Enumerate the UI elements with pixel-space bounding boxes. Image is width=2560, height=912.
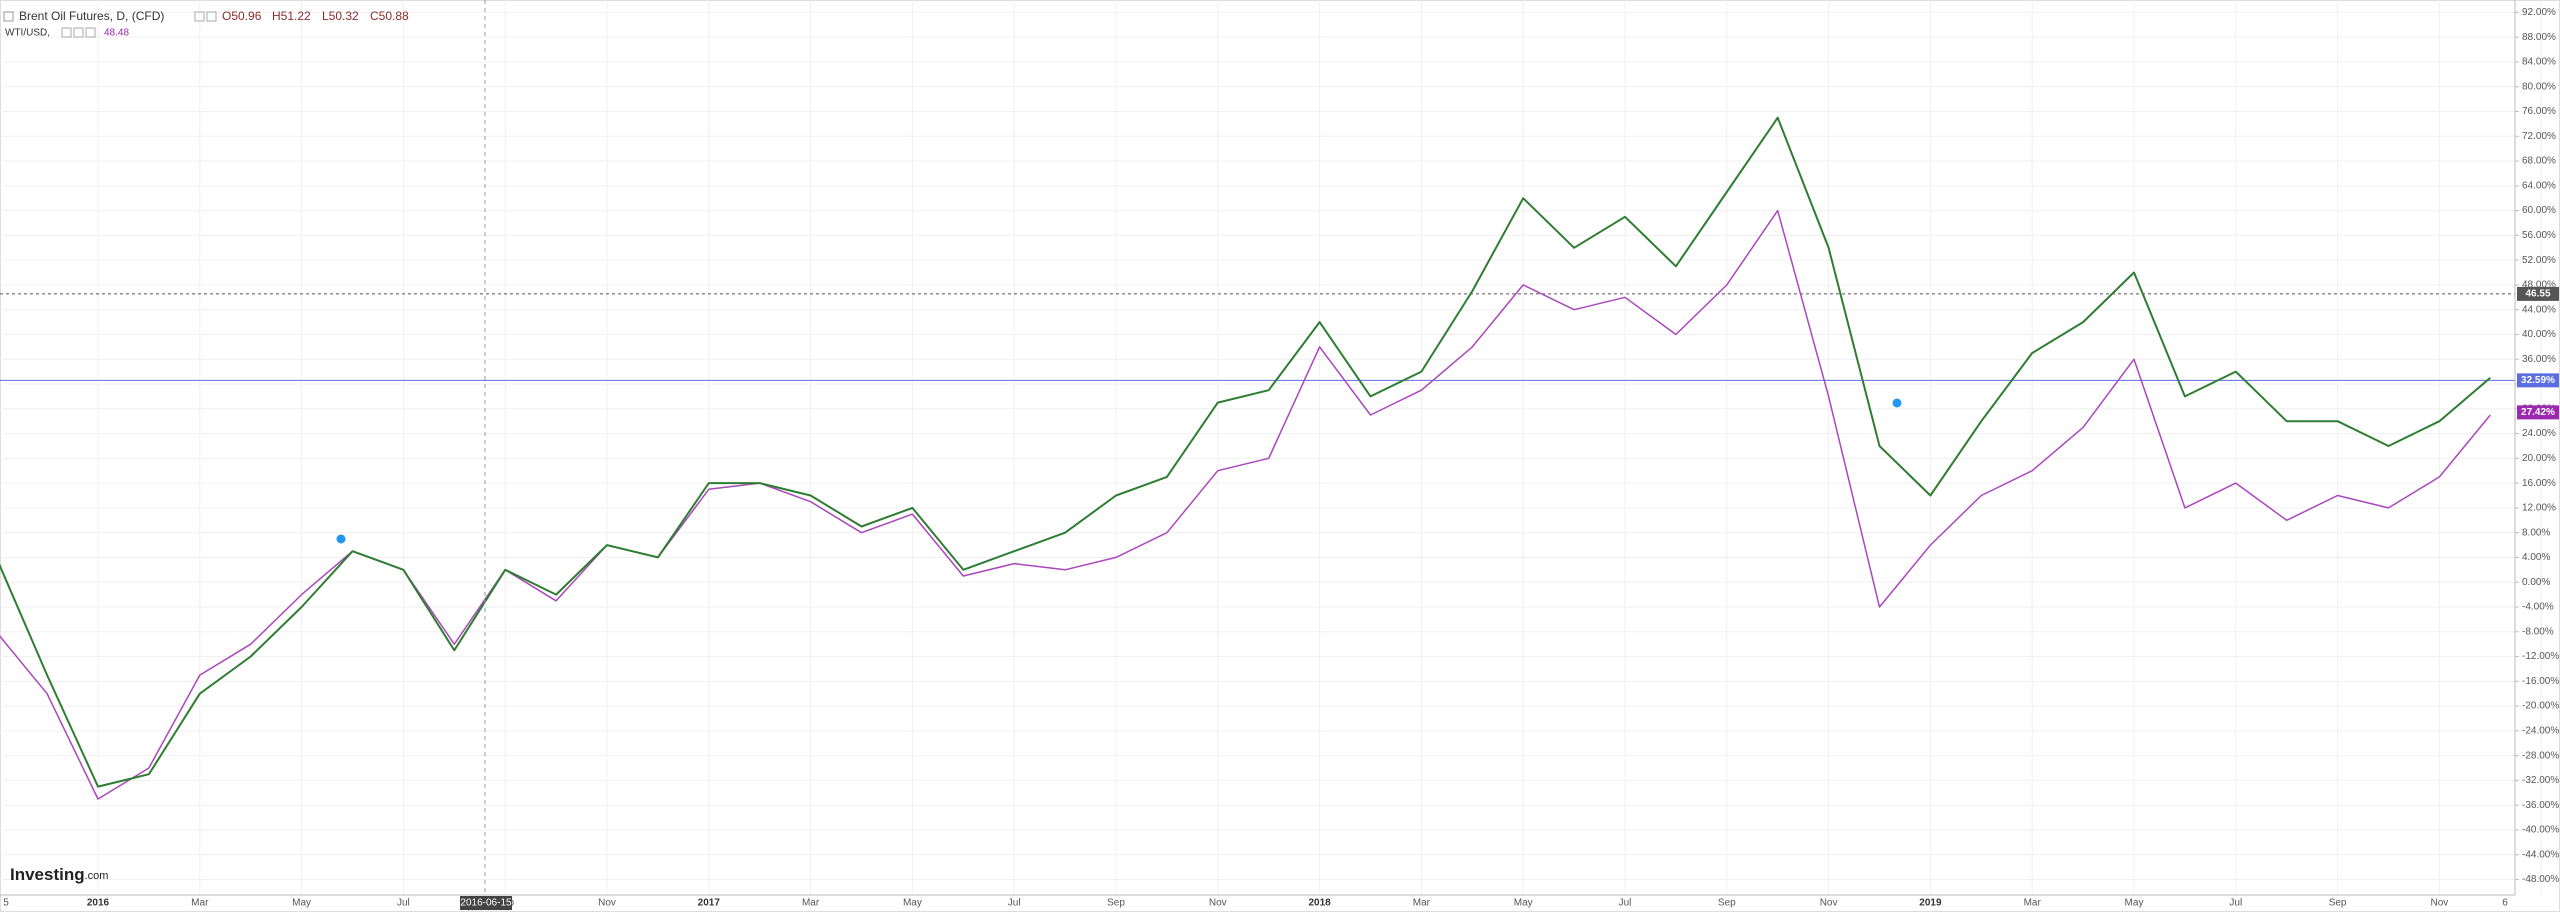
y-tick-label: 4.00% bbox=[2522, 552, 2550, 563]
ohlc-close: C50.88 bbox=[370, 9, 409, 23]
y-tick-label: -16.00% bbox=[2522, 676, 2559, 687]
legend-icon[interactable] bbox=[73, 27, 84, 38]
legend-brent: Brent Oil Futures, D, (CFD) bbox=[19, 9, 164, 23]
y-tick-label: 12.00% bbox=[2522, 503, 2556, 514]
grid bbox=[0, 0, 2542, 895]
x-tick-label: Mar bbox=[1413, 898, 1431, 909]
x-tick-label: 2018 bbox=[1308, 898, 1331, 909]
x-tick-label: Sep bbox=[1107, 898, 1125, 909]
y-tick-label: 48.00% bbox=[2522, 280, 2556, 291]
event-marker[interactable] bbox=[1891, 397, 1903, 409]
axes: 92.00%88.00%84.00%80.00%76.00%72.00%68.0… bbox=[3, 7, 2559, 909]
legend-icon[interactable] bbox=[85, 27, 96, 38]
legend-icon[interactable] bbox=[206, 11, 217, 22]
x-tick-label: Jul bbox=[397, 898, 410, 909]
x-tick-label: 2019 bbox=[1919, 898, 1942, 909]
price-label-box bbox=[2517, 286, 2559, 301]
y-tick-label: -40.00% bbox=[2522, 825, 2559, 836]
y-tick-label: 20.00% bbox=[2522, 453, 2556, 464]
y-tick-label: -32.00% bbox=[2522, 775, 2559, 786]
y-tick-label: -48.00% bbox=[2522, 874, 2559, 885]
ohlc-high: H51.22 bbox=[272, 9, 311, 23]
y-tick-label: 68.00% bbox=[2522, 156, 2556, 167]
y-tick-label: -24.00% bbox=[2522, 726, 2559, 737]
price-label-box bbox=[2517, 405, 2559, 420]
crosshair-label-box bbox=[460, 896, 512, 910]
y-tick-label: 84.00% bbox=[2522, 57, 2556, 68]
y-tick-label: -36.00% bbox=[2522, 800, 2559, 811]
y-tick-label: 0.00% bbox=[2522, 577, 2550, 588]
x-tick-label: 6 bbox=[2502, 898, 2508, 909]
y-tick-label: 52.00% bbox=[2522, 255, 2556, 266]
y-tick-label: 24.00% bbox=[2522, 428, 2556, 439]
x-tick-label: Nov bbox=[1209, 898, 1227, 909]
x-tick-label: Jul bbox=[1619, 898, 1632, 909]
x-tick-label: Nov bbox=[1820, 898, 1838, 909]
x-tick-label: Jul bbox=[1008, 898, 1021, 909]
x-tick-label: Mar bbox=[802, 898, 820, 909]
x-tick-label: May bbox=[1514, 898, 1533, 909]
y-tick-label: -28.00% bbox=[2522, 750, 2559, 761]
event-marker[interactable] bbox=[335, 533, 347, 545]
y-tick-label: 16.00% bbox=[2522, 478, 2556, 489]
crosshair-label: 2016-06-15 bbox=[460, 898, 512, 909]
x-tick-label: May bbox=[292, 898, 311, 909]
ohlc-open: O50.96 bbox=[222, 9, 262, 23]
y-tick-label: -4.00% bbox=[2522, 602, 2554, 613]
x-tick-label: Sep bbox=[2329, 898, 2347, 909]
y-tick-label: 80.00% bbox=[2522, 81, 2556, 92]
price-label: 27.42% bbox=[2521, 407, 2555, 418]
y-tick-label: 56.00% bbox=[2522, 230, 2556, 241]
price-label: 32.59% bbox=[2521, 375, 2555, 386]
logo-suffix: .com bbox=[85, 870, 109, 882]
y-tick-label: 36.00% bbox=[2522, 354, 2556, 365]
series-line bbox=[0, 116, 2491, 788]
x-tick-label: Nov bbox=[2431, 898, 2449, 909]
x-tick-label: 5 bbox=[3, 898, 9, 909]
logo: Investing.com bbox=[10, 865, 108, 884]
y-tick-label: 92.00% bbox=[2522, 7, 2556, 18]
plot-area bbox=[0, 116, 2515, 800]
y-tick-label: 64.00% bbox=[2522, 180, 2556, 191]
legend-wti: WTI/USD, bbox=[5, 28, 50, 39]
price-label-box bbox=[2517, 373, 2559, 388]
y-tick-label: -8.00% bbox=[2522, 626, 2554, 637]
x-tick-label: Mar bbox=[191, 898, 209, 909]
wti-last: 48.48 bbox=[104, 28, 129, 39]
y-tick-label: 60.00% bbox=[2522, 205, 2556, 216]
legend: Brent Oil Futures, D, (CFD) O50.96 H51.2… bbox=[3, 9, 409, 39]
y-tick-label: 76.00% bbox=[2522, 106, 2556, 117]
y-tick-label: 72.00% bbox=[2522, 131, 2556, 142]
x-tick-label: May bbox=[2125, 898, 2144, 909]
y-tick-label: 88.00% bbox=[2522, 32, 2556, 43]
y-tick-label: -44.00% bbox=[2522, 849, 2559, 860]
collapse-icon[interactable] bbox=[3, 11, 14, 22]
legend-icon[interactable] bbox=[61, 27, 72, 38]
y-tick-label: -12.00% bbox=[2522, 651, 2559, 662]
x-tick-label: Jul bbox=[2229, 898, 2242, 909]
y-tick-label: 40.00% bbox=[2522, 329, 2556, 340]
x-tick-label: May bbox=[903, 898, 922, 909]
y-tick-label: 44.00% bbox=[2522, 304, 2556, 315]
x-tick-label: Nov bbox=[598, 898, 616, 909]
x-tick-label: Mar bbox=[2024, 898, 2042, 909]
ohlc-low: L50.32 bbox=[322, 9, 359, 23]
logo-main: Investing bbox=[10, 865, 85, 884]
price-label: 46.55 bbox=[2525, 289, 2550, 300]
x-tick-label: 2017 bbox=[698, 898, 721, 909]
y-tick-label: -20.00% bbox=[2522, 701, 2559, 712]
x-tick-label: Sep bbox=[1718, 898, 1736, 909]
y-tick-label: 8.00% bbox=[2522, 527, 2550, 538]
x-tick-label: 2016 bbox=[87, 898, 110, 909]
legend-icon[interactable] bbox=[194, 11, 205, 22]
